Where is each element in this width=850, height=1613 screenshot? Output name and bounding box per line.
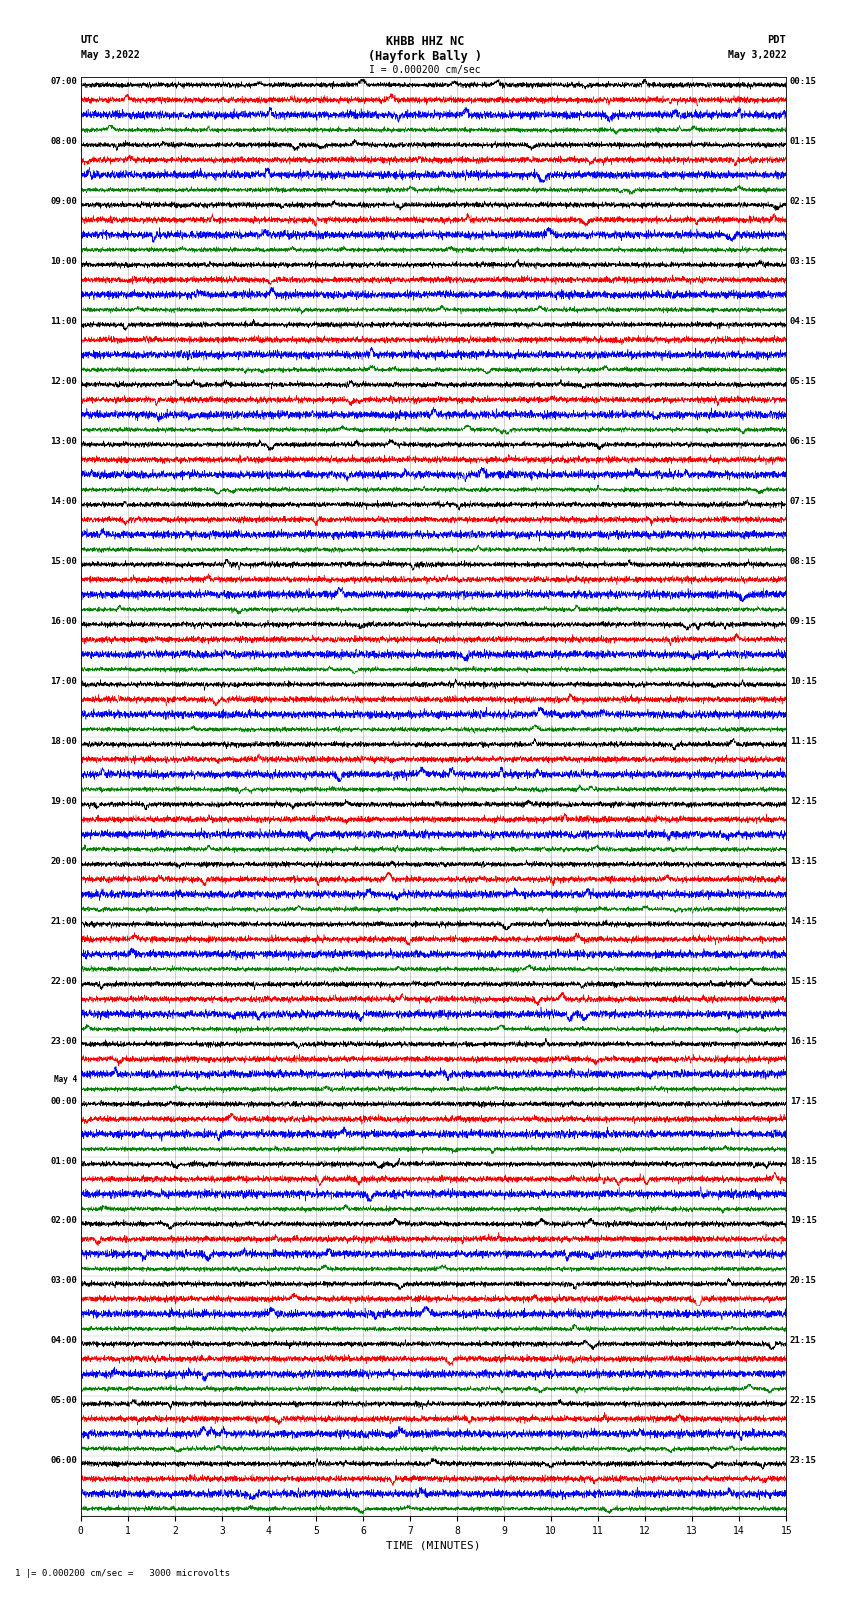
Text: May 3,2022: May 3,2022: [728, 50, 786, 60]
Text: 09:15: 09:15: [790, 618, 817, 626]
Text: 18:15: 18:15: [790, 1157, 817, 1166]
Text: 09:00: 09:00: [50, 197, 77, 206]
Text: 11:15: 11:15: [790, 737, 817, 745]
Text: 08:00: 08:00: [50, 137, 77, 147]
Text: 02:15: 02:15: [790, 197, 817, 206]
Text: 21:00: 21:00: [50, 916, 77, 926]
Text: 10:00: 10:00: [50, 258, 77, 266]
Text: 13:15: 13:15: [790, 857, 817, 866]
Text: 06:00: 06:00: [50, 1457, 77, 1465]
Text: 22:15: 22:15: [790, 1397, 817, 1405]
Text: 18:00: 18:00: [50, 737, 77, 745]
Text: 14:00: 14:00: [50, 497, 77, 506]
Text: 19:00: 19:00: [50, 797, 77, 806]
Text: 04:00: 04:00: [50, 1336, 77, 1345]
Text: UTC: UTC: [81, 35, 99, 45]
Text: 13:00: 13:00: [50, 437, 77, 447]
Text: 02:00: 02:00: [50, 1216, 77, 1226]
Text: May 3,2022: May 3,2022: [81, 50, 139, 60]
Text: PDT: PDT: [768, 35, 786, 45]
Text: 12:00: 12:00: [50, 377, 77, 386]
Text: 17:00: 17:00: [50, 677, 77, 686]
Text: 19:15: 19:15: [790, 1216, 817, 1226]
Text: May 4: May 4: [54, 1074, 77, 1084]
X-axis label: TIME (MINUTES): TIME (MINUTES): [386, 1540, 481, 1550]
Text: 01:00: 01:00: [50, 1157, 77, 1166]
Text: 17:15: 17:15: [790, 1097, 817, 1105]
Text: I = 0.000200 cm/sec: I = 0.000200 cm/sec: [369, 65, 481, 74]
Text: 23:15: 23:15: [790, 1457, 817, 1465]
Text: 21:15: 21:15: [790, 1336, 817, 1345]
Text: 00:00: 00:00: [50, 1097, 77, 1105]
Text: 03:15: 03:15: [790, 258, 817, 266]
Text: 01:15: 01:15: [790, 137, 817, 147]
Text: 14:15: 14:15: [790, 916, 817, 926]
Text: 07:15: 07:15: [790, 497, 817, 506]
Text: 23:00: 23:00: [50, 1037, 77, 1045]
Text: 06:15: 06:15: [790, 437, 817, 447]
Text: KHBB HHZ NC: KHBB HHZ NC: [386, 35, 464, 48]
Text: 12:15: 12:15: [790, 797, 817, 806]
Text: 07:00: 07:00: [50, 77, 77, 87]
Text: 16:15: 16:15: [790, 1037, 817, 1045]
Text: 03:00: 03:00: [50, 1276, 77, 1286]
Text: 10:15: 10:15: [790, 677, 817, 686]
Text: 05:15: 05:15: [790, 377, 817, 386]
Text: 20:15: 20:15: [790, 1276, 817, 1286]
Text: 11:00: 11:00: [50, 318, 77, 326]
Text: 08:15: 08:15: [790, 556, 817, 566]
Text: 1 |= 0.000200 cm/sec =   3000 microvolts: 1 |= 0.000200 cm/sec = 3000 microvolts: [15, 1568, 230, 1578]
Text: (Hayfork Bally ): (Hayfork Bally ): [368, 50, 482, 63]
Text: 20:00: 20:00: [50, 857, 77, 866]
Text: 15:15: 15:15: [790, 977, 817, 986]
Text: 04:15: 04:15: [790, 318, 817, 326]
Text: 05:00: 05:00: [50, 1397, 77, 1405]
Text: 16:00: 16:00: [50, 618, 77, 626]
Text: 00:15: 00:15: [790, 77, 817, 87]
Text: 22:00: 22:00: [50, 977, 77, 986]
Text: 15:00: 15:00: [50, 556, 77, 566]
